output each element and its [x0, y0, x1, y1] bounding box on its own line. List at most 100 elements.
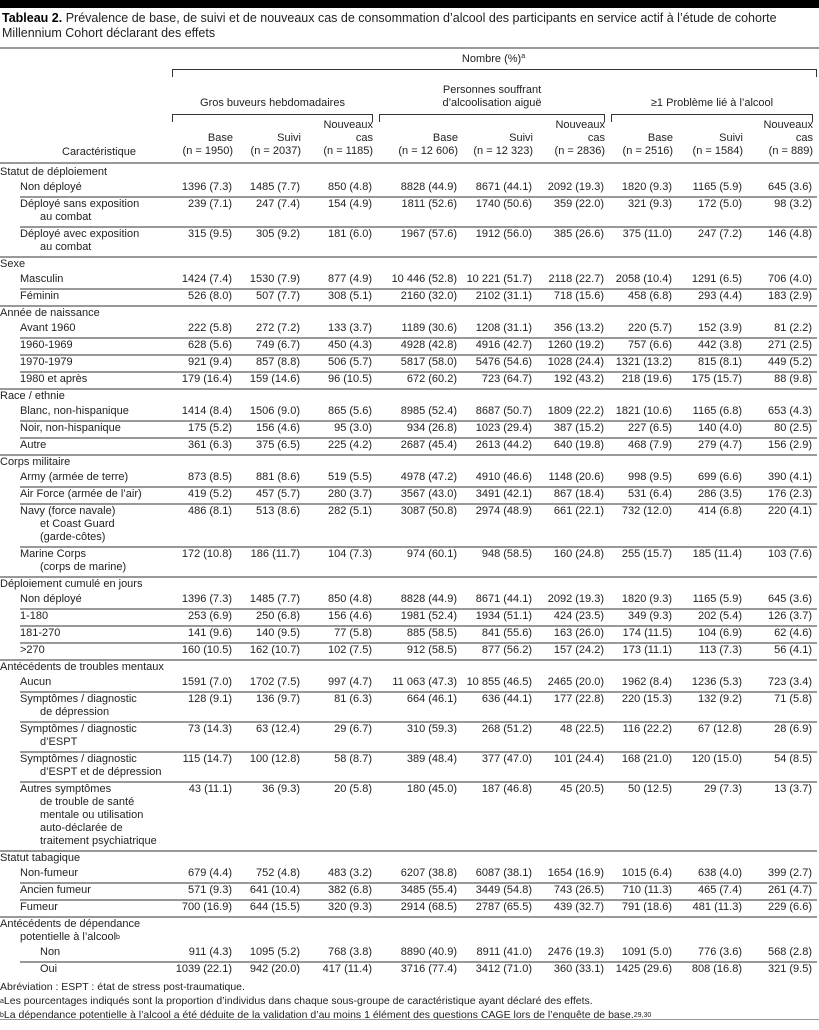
table-cell: 450 (4.3)	[327, 339, 372, 351]
table-cell: 568 (2.8)	[767, 946, 812, 958]
table-cell: 8671 (44.1)	[475, 181, 532, 193]
table-cell: 850 (4.8)	[327, 593, 372, 605]
table-cell: 1015 (6.4)	[621, 867, 672, 879]
table-cell: 43 (11.1)	[188, 783, 232, 795]
column-name: Suivi	[719, 132, 743, 144]
table-cell: 2613 (44.2)	[475, 439, 532, 451]
table-cell: 723 (3.4)	[767, 676, 812, 688]
table-cell: 36 (9.3)	[262, 783, 300, 795]
table-cell: 103 (7.6)	[767, 548, 812, 560]
table-cell: 641 (10.4)	[249, 884, 300, 896]
table-cell: 1962 (8.4)	[621, 676, 672, 688]
column-header: Suivi (n = 12 323)	[460, 132, 533, 158]
column-n: (n = 2516)	[622, 145, 673, 157]
table-cell: 6207 (38.8)	[400, 867, 457, 879]
table-cell: 175 (5.2)	[187, 422, 232, 434]
table-cell: 28 (6.9)	[774, 723, 812, 735]
table-cell: 186 (11.7)	[250, 548, 300, 560]
table-cell: 286 (3.5)	[697, 488, 742, 500]
table-cell: 29 (6.7)	[334, 723, 372, 735]
section-title-line: Antécédents de troubles mentaux	[0, 661, 819, 674]
table-cell: 128 (9.1)	[187, 693, 232, 705]
table-cell: 974 (60.1)	[406, 548, 457, 560]
table-cell: 390 (4.1)	[767, 471, 812, 483]
column-header: Nouveaux cas (n = 1185)	[303, 119, 373, 158]
table-cell: 385 (26.6)	[553, 228, 604, 240]
footnote-mark: b	[0, 1012, 4, 1019]
table-cell: 48 (22.5)	[559, 723, 604, 735]
table-row: Symptômes / diagnostic d’ESPT et de dépre…	[0, 751, 819, 781]
row-label: 1980 et après	[0, 373, 168, 386]
column-n: (n = 1584)	[692, 145, 743, 157]
table-cell: 465 (7.4)	[697, 884, 742, 896]
table-cell: 222 (5.8)	[187, 322, 232, 334]
table-cell: 1424 (7.4)	[181, 273, 232, 285]
table-cell: 1702 (7.5)	[249, 676, 300, 688]
row-label: Air Force (armée de l’air)	[0, 488, 168, 501]
table-cell: 387 (15.2)	[553, 422, 604, 434]
table-cell: 104 (7.3)	[327, 548, 372, 560]
table-cell: 1530 (7.9)	[249, 273, 300, 285]
table-cell: 1809 (22.2)	[547, 405, 604, 417]
table-cell: 180 (45.0)	[406, 783, 457, 795]
table-cell: 718 (15.6)	[553, 290, 604, 302]
table-cell: 1095 (5.2)	[249, 946, 300, 958]
table-cell: 841 (55.6)	[481, 627, 532, 639]
table-cell: 1091 (5.0)	[621, 946, 672, 958]
table-cell: 162 (10.7)	[249, 644, 300, 656]
section-title-line: Antécédents de dépendance	[0, 918, 819, 931]
table-row: Oui 1039 (22.1) 942 (20.0) 417 (11.4) 3716 (…	[0, 961, 819, 978]
table-cell: 1321 (13.2)	[615, 356, 672, 368]
table-cell: 67 (12.8)	[697, 723, 742, 735]
table-cell: 519 (5.5)	[327, 471, 372, 483]
row-label-line: Navy (force navale)	[20, 505, 116, 517]
table-cell: 71 (5.8)	[774, 693, 812, 705]
table-cell: 1811 (52.6)	[401, 198, 457, 210]
table-cell: 255 (15.7)	[621, 548, 672, 560]
table-cell: 220 (15.3)	[621, 693, 672, 705]
row-label: Déployé sans exposition au combat	[0, 198, 168, 224]
row-label-line: 1960-1969	[20, 339, 73, 351]
section-title: Race / ethnie	[0, 390, 65, 402]
table-cell: 140 (9.5)	[255, 627, 300, 639]
table-cell: 700 (16.9)	[181, 901, 232, 913]
table-cell: 293 (4.4)	[697, 290, 742, 302]
table-cell: 815 (8.1)	[697, 356, 742, 368]
table-row: Déployé avec exposition au combat 315 (9.5…	[0, 226, 819, 256]
row-label: Non	[0, 946, 168, 959]
table-cell: 8671 (44.1)	[475, 593, 532, 605]
table-cell: 458 (6.8)	[627, 290, 672, 302]
column-header: Base (n = 2516)	[607, 132, 673, 158]
table-cell: 1165 (6.8)	[692, 405, 742, 417]
row-label-line: Blanc, non-hispanique	[20, 405, 129, 417]
row-label: Non-fumeur	[0, 867, 168, 880]
table-cell: 2092 (19.3)	[547, 181, 604, 193]
table-row: Blanc, non-hispanique 1414 (8.4) 1506 (9.0…	[0, 403, 819, 420]
table-cell: 672 (60.2)	[406, 373, 457, 385]
table-cell: 481 (11.3)	[692, 901, 742, 913]
section-header: Antécédents de dépendance potentielle à l…	[0, 916, 819, 944]
divider	[0, 162, 819, 164]
column-header: Base (n = 12 606)	[375, 132, 458, 158]
table-cell: 768 (3.8)	[327, 946, 372, 958]
table-cell: 1165 (5.9)	[692, 181, 742, 193]
overall-header: Nombre (%)a	[172, 53, 815, 65]
table-cell: 272 (7.2)	[255, 322, 300, 334]
table-cell: 1396 (7.3)	[181, 593, 232, 605]
row-label-line: 181-270	[20, 627, 61, 639]
row-label-line: d’ESPT et de dépression	[40, 766, 162, 778]
table-cell: 8985 (52.4)	[400, 405, 457, 417]
row-label: Symptômes / diagnostic d’ESPT	[0, 723, 168, 749]
table-row: 181-270 141 (9.6) 140 (9.5) 77 (5.8) 885 (58…	[0, 625, 819, 642]
table-cell: 857 (8.8)	[255, 356, 300, 368]
group-header-line: Gros buveurs hebdomadaires	[200, 97, 345, 109]
table-cell: 679 (4.4)	[187, 867, 232, 879]
table-row: Marine Corps (corps de marine) 172 (10.8) 1…	[0, 546, 819, 576]
table-row: 1970-1979 921 (9.4) 857 (8.8) 506 (5.7) 5817…	[0, 354, 819, 371]
row-label-line: Oui	[40, 963, 58, 975]
table-cell: 172 (10.8)	[181, 548, 232, 560]
table-row: Symptômes / diagnostic de dépression 128 (…	[0, 691, 819, 721]
table-cell: 661 (22.1)	[553, 505, 604, 517]
table-cell: 175 (15.7)	[691, 373, 742, 385]
row-label-line: Marine Corps	[20, 548, 87, 560]
